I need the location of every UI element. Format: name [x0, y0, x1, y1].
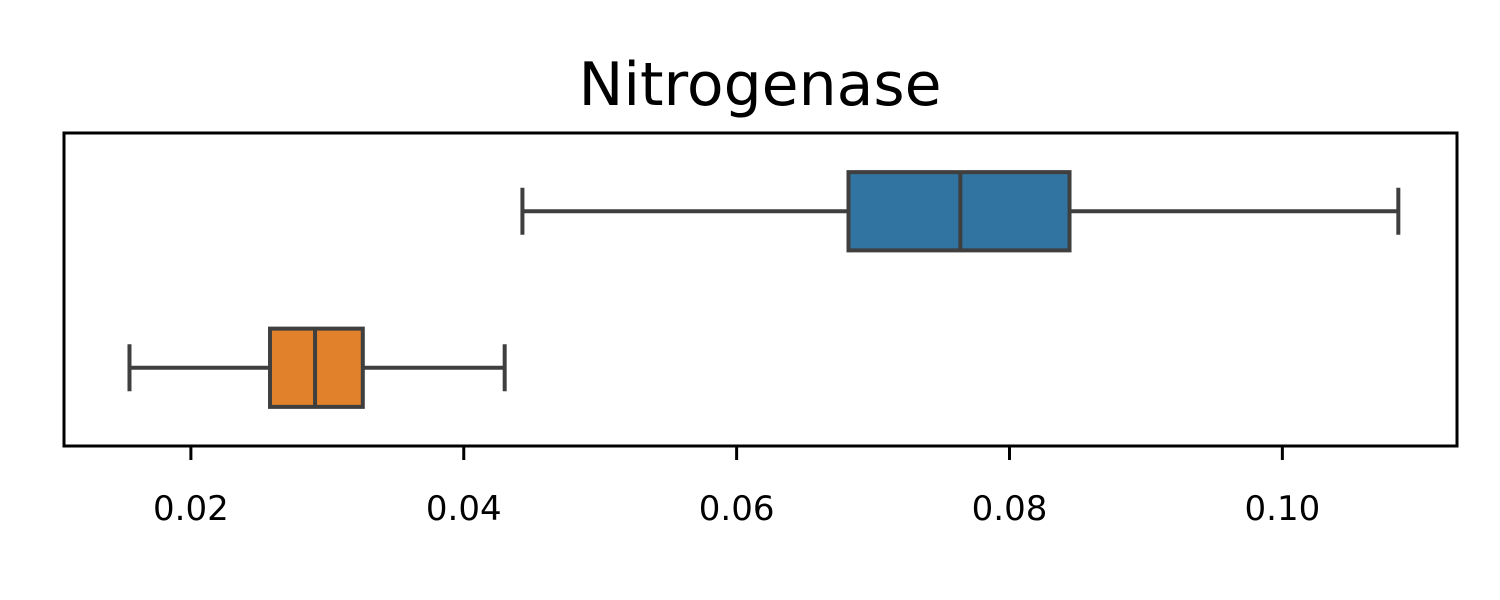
plot-area	[127, 170, 1401, 409]
x-tick-label: 0.02	[153, 489, 229, 529]
x-tick-label: 0.10	[1245, 489, 1321, 529]
x-axis: 0.02 0.04 0.06 0.08 0.10	[153, 446, 1320, 529]
box-series-1	[520, 170, 1401, 253]
x-tick-label: 0.04	[426, 489, 502, 529]
x-tick-label: 0.06	[699, 489, 775, 529]
plot-frame	[62, 131, 1459, 448]
box-series-2	[127, 326, 507, 409]
chart-title: Nitrogenase	[578, 50, 941, 120]
x-tick-label: 0.08	[972, 489, 1048, 529]
